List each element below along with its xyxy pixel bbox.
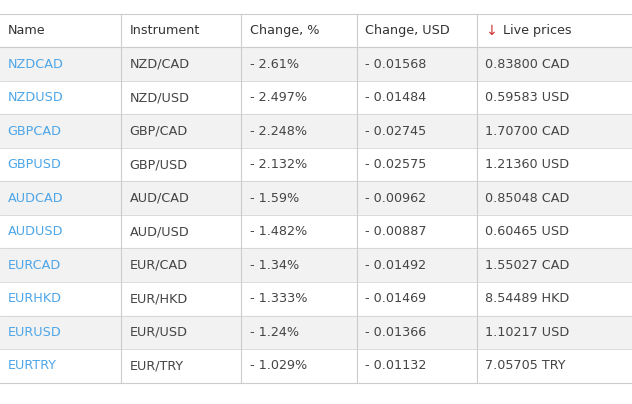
Text: 1.55027 CAD: 1.55027 CAD xyxy=(485,259,570,272)
Bar xyxy=(0,81,632,114)
Text: - 2.61%: - 2.61% xyxy=(250,57,299,71)
Text: 0.83800 CAD: 0.83800 CAD xyxy=(485,57,570,71)
Bar xyxy=(0,114,632,148)
Text: EURHKD: EURHKD xyxy=(8,292,61,305)
Text: AUDCAD: AUDCAD xyxy=(8,191,63,205)
Text: - 0.01469: - 0.01469 xyxy=(365,292,427,305)
Text: Live prices: Live prices xyxy=(503,24,572,37)
Bar xyxy=(0,47,632,81)
Bar xyxy=(0,248,632,282)
Text: - 0.01484: - 0.01484 xyxy=(365,91,427,104)
Text: - 0.01366: - 0.01366 xyxy=(365,326,427,339)
Text: 1.70700 CAD: 1.70700 CAD xyxy=(485,124,570,138)
Text: - 2.497%: - 2.497% xyxy=(250,91,307,104)
Text: 0.60465 USD: 0.60465 USD xyxy=(485,225,569,238)
Text: EURCAD: EURCAD xyxy=(8,259,61,272)
Text: 1.21360 USD: 1.21360 USD xyxy=(485,158,569,171)
Text: AUD/CAD: AUD/CAD xyxy=(130,191,190,205)
Bar xyxy=(0,181,632,215)
Text: NZD/USD: NZD/USD xyxy=(130,91,190,104)
Text: - 2.248%: - 2.248% xyxy=(250,124,307,138)
Text: - 0.01492: - 0.01492 xyxy=(365,259,427,272)
Text: 8.54489 HKD: 8.54489 HKD xyxy=(485,292,569,305)
Text: Change, %: Change, % xyxy=(250,24,319,37)
Text: - 0.02745: - 0.02745 xyxy=(365,124,427,138)
Text: EURTRY: EURTRY xyxy=(8,359,57,372)
Text: - 0.00962: - 0.00962 xyxy=(365,191,427,205)
Text: EUR/TRY: EUR/TRY xyxy=(130,359,184,372)
Text: NZDUSD: NZDUSD xyxy=(8,91,63,104)
Text: GBPUSD: GBPUSD xyxy=(8,158,61,171)
Bar xyxy=(0,215,632,248)
Text: Instrument: Instrument xyxy=(130,24,200,37)
Text: EUR/HKD: EUR/HKD xyxy=(130,292,188,305)
Text: - 0.00887: - 0.00887 xyxy=(365,225,427,238)
Text: ↓: ↓ xyxy=(485,24,497,38)
Text: - 1.59%: - 1.59% xyxy=(250,191,299,205)
Text: - 0.01568: - 0.01568 xyxy=(365,57,427,71)
Text: - 1.24%: - 1.24% xyxy=(250,326,299,339)
Bar xyxy=(0,316,632,349)
Text: - 0.01132: - 0.01132 xyxy=(365,359,427,372)
Text: NZDCAD: NZDCAD xyxy=(8,57,63,71)
Text: 7.05705 TRY: 7.05705 TRY xyxy=(485,359,566,372)
Text: GBP/CAD: GBP/CAD xyxy=(130,124,188,138)
Bar xyxy=(0,14,632,47)
Text: GBPCAD: GBPCAD xyxy=(8,124,61,138)
Text: EUR/CAD: EUR/CAD xyxy=(130,259,188,272)
Text: 1.10217 USD: 1.10217 USD xyxy=(485,326,569,339)
Bar xyxy=(0,349,632,383)
Text: EUR/USD: EUR/USD xyxy=(130,326,188,339)
Text: EURUSD: EURUSD xyxy=(8,326,61,339)
Text: - 1.029%: - 1.029% xyxy=(250,359,307,372)
Text: 0.59583 USD: 0.59583 USD xyxy=(485,91,569,104)
Text: GBP/USD: GBP/USD xyxy=(130,158,188,171)
Text: 0.85048 CAD: 0.85048 CAD xyxy=(485,191,570,205)
Text: Name: Name xyxy=(8,24,46,37)
Text: NZD/CAD: NZD/CAD xyxy=(130,57,190,71)
Text: - 2.132%: - 2.132% xyxy=(250,158,307,171)
Text: - 1.482%: - 1.482% xyxy=(250,225,307,238)
Text: AUDUSD: AUDUSD xyxy=(8,225,63,238)
Text: - 1.34%: - 1.34% xyxy=(250,259,299,272)
Text: - 1.333%: - 1.333% xyxy=(250,292,307,305)
Bar xyxy=(0,148,632,181)
Text: - 0.02575: - 0.02575 xyxy=(365,158,427,171)
Bar xyxy=(0,282,632,316)
Text: AUD/USD: AUD/USD xyxy=(130,225,190,238)
Text: Change, USD: Change, USD xyxy=(365,24,450,37)
